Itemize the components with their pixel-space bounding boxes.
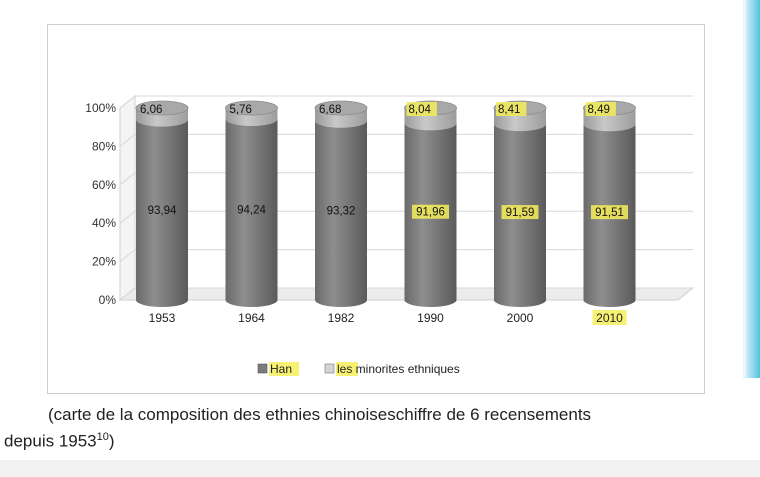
y-tick-label: 20% (92, 255, 116, 269)
data-label-han: 91,59 (506, 207, 535, 219)
y-tick-label: 0% (99, 293, 117, 307)
data-label-han: 93,94 (148, 205, 177, 217)
x-tick-label: 1964 (238, 311, 265, 325)
x-tick-label: 1953 (149, 311, 176, 325)
legend-swatch-han (257, 363, 268, 374)
data-label-han: 94,24 (237, 205, 266, 217)
gridline-diagonal (119, 95, 136, 109)
y-tick-label: 100% (85, 101, 116, 115)
side-panel-edge (743, 0, 746, 378)
data-label-minority: 8,04 (409, 104, 432, 116)
bar-han (136, 119, 188, 308)
legend-label-highlight (336, 362, 358, 376)
y-tick-label: 60% (92, 178, 116, 192)
caption-line-1: (carte de la composition des ethnies chi… (48, 405, 592, 424)
data-label-minority: 8,49 (588, 104, 610, 116)
data-label-minority-highlight (496, 102, 527, 116)
bar-han (315, 120, 367, 308)
bottom-strip (0, 460, 760, 477)
x-label-highlight (592, 310, 627, 325)
gridline-diagonal (119, 134, 136, 147)
bar-han (225, 119, 278, 307)
legend-label-minority: les minorites ethniques (337, 362, 460, 376)
chart-side-wall (119, 94, 136, 302)
gridline-diagonal (119, 210, 136, 224)
legend-swatch-minority (324, 363, 335, 374)
data-label-minority-highlight (585, 102, 616, 116)
y-tick-label: 40% (92, 216, 116, 230)
caption-footnote: 10 (96, 431, 109, 443)
legend-label-han: Han (270, 362, 292, 376)
gridline-diagonal (119, 249, 136, 262)
bar-top-cap (225, 100, 278, 116)
gridline-diagonal (119, 172, 136, 186)
x-tick-label: 1990 (417, 311, 444, 325)
x-tick-label: 1982 (328, 311, 355, 325)
data-label-minority-highlight (406, 102, 437, 116)
data-label-han-highlight (501, 205, 539, 220)
data-label-minority: 5,76 (230, 104, 252, 116)
data-label-minority: 6,06 (140, 104, 162, 116)
data-label-han: 91,51 (595, 207, 624, 219)
legend-label-highlight (269, 362, 299, 376)
data-label-han-highlight (591, 205, 628, 220)
bar-top-cap (314, 100, 368, 116)
y-tick-label: 80% (92, 139, 116, 153)
caption-line-2: depuis 195310) (4, 426, 115, 453)
bar-top-cap (135, 100, 189, 116)
side-panel (746, 0, 760, 378)
x-tick-label: 2010 (596, 311, 623, 325)
stacked-cylinder-chart: 0% 20% 40% 60% 80% 100% 6,06 93,94 1953 5,76 94,24… (85, 94, 695, 376)
data-label-minority: 6,68 (319, 104, 341, 116)
data-label-minority: 8,41 (498, 104, 520, 116)
caption-line-2-end: ) (108, 431, 115, 451)
data-label-han: 93,32 (327, 205, 356, 217)
data-label-han-highlight (412, 204, 449, 219)
caption-line-2-text: depuis 1953 (4, 431, 97, 451)
gridline-diagonal (119, 287, 136, 301)
x-tick-label: 2000 (507, 311, 534, 325)
data-label-han: 91,96 (416, 207, 445, 219)
